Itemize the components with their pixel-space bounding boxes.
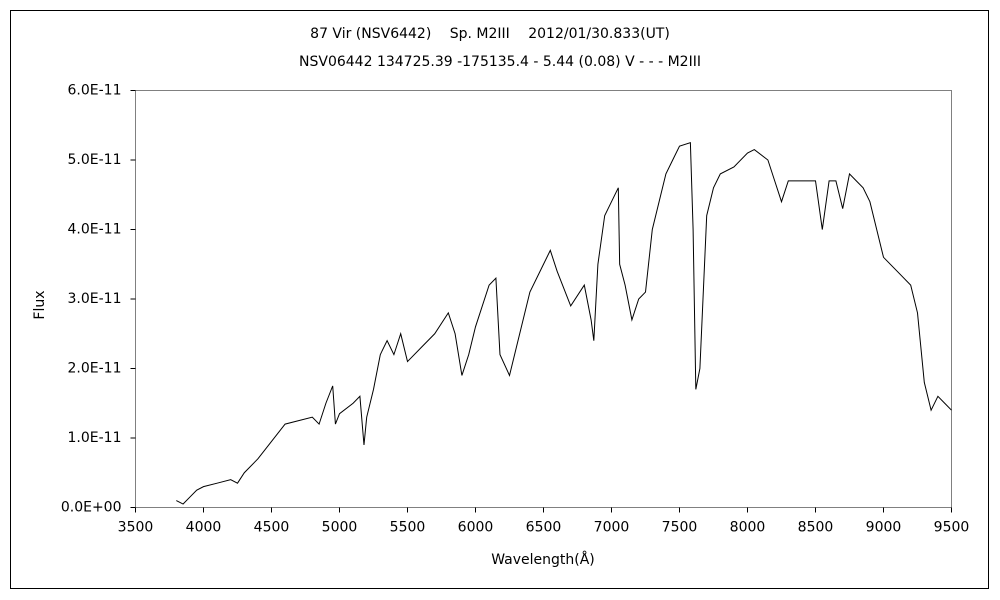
y-tick-label: 4.0E-11 — [68, 222, 122, 238]
spectrum-line — [176, 141, 952, 505]
y-tick-label: 0.0E+00 — [61, 500, 122, 516]
x-tick-label: 6000 — [458, 520, 494, 536]
x-tick-label: 8000 — [730, 520, 766, 536]
x-tick-label: 6500 — [526, 520, 562, 536]
plot-frame — [135, 90, 952, 508]
x-tick-label: 5500 — [390, 520, 426, 536]
x-tick-label: 4000 — [186, 520, 222, 536]
chart-frame — [10, 10, 989, 589]
y-axis-title: Flux — [32, 290, 48, 319]
x-axis-title: Wavelength(Å) — [491, 551, 595, 568]
y-tick-label: 5.0E-11 — [68, 152, 122, 168]
y-tick-label: 6.0E-11 — [68, 83, 122, 99]
y-tick-label: 1.0E-11 — [68, 430, 122, 446]
chart-title: 87 Vir (NSV6442) Sp. M2III 2012/01/30.83… — [310, 26, 670, 42]
x-tick-label: 5000 — [322, 520, 358, 536]
x-tick-label: 4500 — [254, 520, 290, 536]
x-tick-label: 9500 — [934, 520, 970, 536]
y-tick-label: 3.0E-11 — [68, 291, 122, 307]
y-tick-label: 2.0E-11 — [68, 361, 122, 377]
x-tick-label: 3500 — [118, 520, 154, 536]
x-tick-label: 7500 — [662, 520, 698, 536]
x-tick-label: 7000 — [594, 520, 630, 536]
chart-subtitle: NSV06442 134725.39 -175135.4 - 5.44 (0.0… — [299, 54, 701, 70]
x-tick-label: 8500 — [798, 520, 834, 536]
x-tick-label: 9000 — [866, 520, 902, 536]
